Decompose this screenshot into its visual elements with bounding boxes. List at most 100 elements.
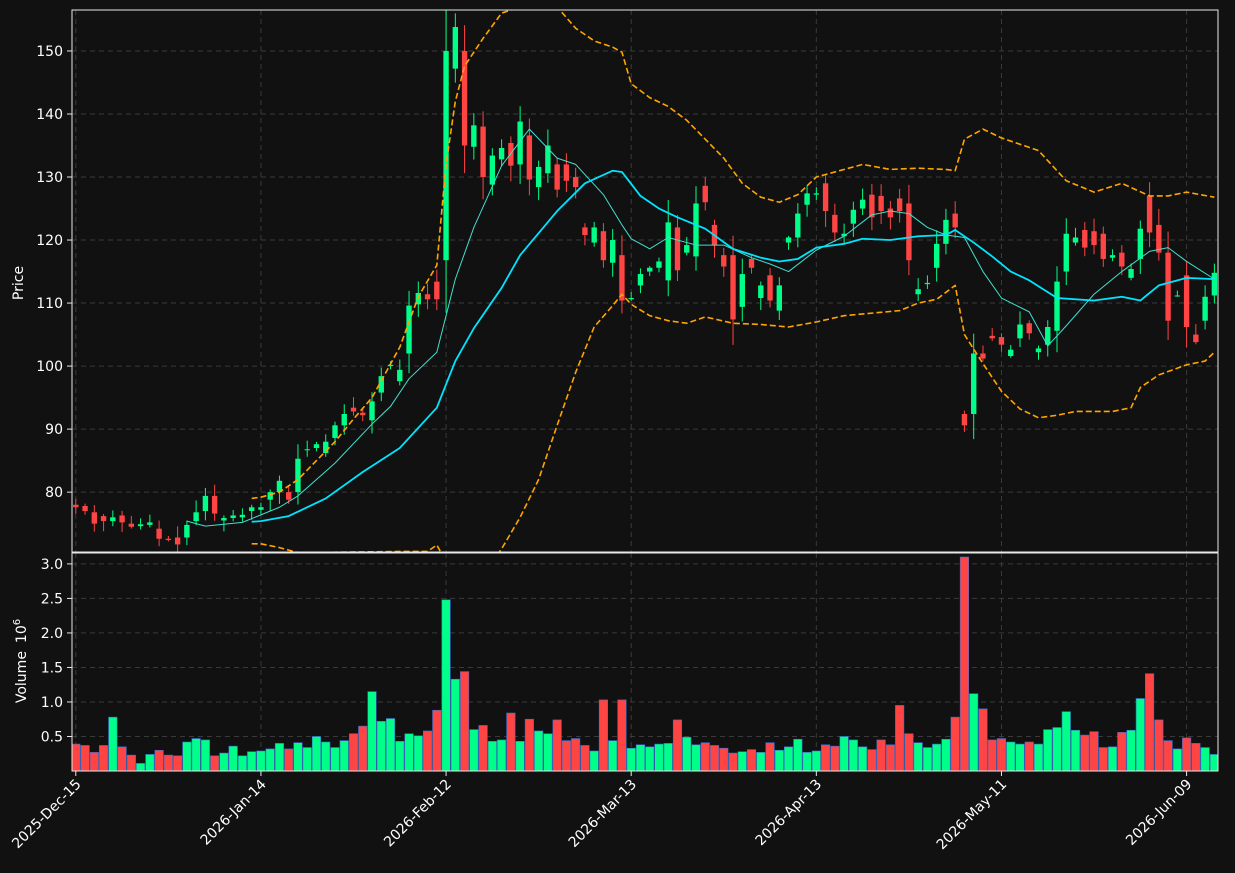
price-tick-label: 140 bbox=[36, 107, 63, 123]
candle-up bbox=[971, 353, 977, 414]
volume-bar bbox=[1209, 754, 1218, 771]
volume-bar bbox=[1145, 673, 1155, 771]
candle-up bbox=[267, 492, 273, 500]
volume-bar bbox=[978, 708, 988, 771]
volume-bar bbox=[1135, 698, 1145, 771]
candle-down bbox=[480, 126, 486, 178]
candle-up bbox=[924, 282, 931, 285]
volume-bar bbox=[358, 725, 368, 771]
price-grid bbox=[72, 10, 1218, 552]
price-tick-label: 150 bbox=[36, 44, 63, 60]
volume-bar bbox=[941, 738, 951, 771]
bollinger-upper-line bbox=[251, 10, 1215, 500]
price-panel-frame bbox=[71, 9, 1219, 553]
volume-bar bbox=[237, 755, 247, 771]
candle-down bbox=[619, 255, 625, 301]
candle-up bbox=[369, 401, 375, 421]
volume-bar bbox=[969, 693, 979, 771]
candle-up bbox=[230, 515, 236, 518]
volume-bar bbox=[1052, 727, 1062, 771]
volume-bar bbox=[524, 718, 534, 771]
candle-up bbox=[239, 514, 246, 518]
volume-bar bbox=[339, 740, 349, 771]
volume-bar bbox=[571, 738, 581, 771]
volume-bar bbox=[598, 699, 608, 771]
volume-bar bbox=[154, 749, 164, 771]
candle-up bbox=[850, 209, 857, 224]
candle-up bbox=[933, 243, 940, 268]
volume-bar bbox=[1015, 743, 1025, 771]
candle-down bbox=[989, 335, 995, 339]
candle-down bbox=[730, 255, 736, 320]
volume-bar bbox=[811, 750, 821, 771]
candle-down bbox=[461, 50, 468, 146]
candle-up bbox=[859, 199, 866, 209]
price-tick-label: 130 bbox=[36, 170, 63, 186]
volume-bar bbox=[274, 743, 285, 771]
candle-down bbox=[1091, 231, 1097, 246]
volume-bar bbox=[1126, 729, 1136, 771]
volume-bar bbox=[987, 739, 997, 771]
volume-bar bbox=[1070, 729, 1081, 771]
volume-bar bbox=[1061, 711, 1071, 771]
volume-bar bbox=[663, 743, 673, 771]
volume-bar bbox=[219, 752, 229, 771]
candle-down bbox=[1146, 195, 1153, 233]
volume-bar bbox=[478, 725, 488, 771]
candle-down bbox=[554, 164, 560, 190]
volume-bar bbox=[72, 743, 81, 771]
candle-down bbox=[1156, 224, 1162, 253]
volume-bar bbox=[256, 750, 266, 771]
candle-down bbox=[91, 512, 97, 524]
candle-up bbox=[498, 148, 505, 160]
candle-up bbox=[184, 524, 190, 538]
candle-up bbox=[665, 222, 671, 281]
candle-up bbox=[332, 425, 338, 438]
candle-down bbox=[119, 515, 125, 523]
candle-down bbox=[128, 523, 135, 527]
volume-bar bbox=[950, 716, 960, 771]
candle-up bbox=[693, 203, 699, 257]
candle-down bbox=[878, 195, 884, 212]
candle-up bbox=[1045, 327, 1051, 345]
candle-up bbox=[1137, 228, 1144, 259]
volume-bar bbox=[802, 752, 812, 771]
candle-up bbox=[795, 213, 801, 238]
volume-bar bbox=[450, 678, 460, 771]
candle-down bbox=[1082, 229, 1088, 248]
volume-bar bbox=[515, 741, 525, 771]
volume-bar bbox=[460, 671, 470, 771]
candle-down bbox=[896, 198, 903, 212]
candle-down bbox=[869, 194, 875, 218]
volume-bar bbox=[1154, 719, 1164, 771]
volume-bar bbox=[709, 745, 720, 771]
candle-up bbox=[1008, 349, 1014, 356]
volume-bar bbox=[1117, 732, 1127, 771]
candle-down bbox=[508, 142, 514, 166]
volume-bar bbox=[645, 746, 655, 771]
volume-bar bbox=[1043, 729, 1053, 771]
volume-bar bbox=[876, 739, 886, 771]
volume-bar bbox=[367, 691, 377, 771]
candle-up bbox=[1109, 255, 1116, 258]
volume-bar bbox=[163, 754, 173, 771]
volume-bar bbox=[895, 705, 905, 771]
volume-bar bbox=[830, 745, 840, 771]
price-tick-label: 80 bbox=[45, 485, 63, 501]
volume-bar bbox=[191, 738, 201, 771]
volume-axis-label: Volume 106 bbox=[12, 619, 30, 703]
candle-up bbox=[452, 27, 459, 69]
candle-down bbox=[822, 183, 829, 212]
candle-down bbox=[906, 203, 912, 261]
volume-bar bbox=[302, 747, 312, 771]
candle-up bbox=[684, 245, 690, 253]
candle-up bbox=[1174, 295, 1181, 297]
candle-up bbox=[943, 219, 949, 244]
candle-up bbox=[628, 298, 634, 300]
candle-up bbox=[202, 495, 209, 512]
candle-up bbox=[813, 193, 820, 195]
candle-up bbox=[258, 507, 264, 510]
candle-up bbox=[193, 512, 199, 522]
volume-bar bbox=[1006, 741, 1016, 771]
